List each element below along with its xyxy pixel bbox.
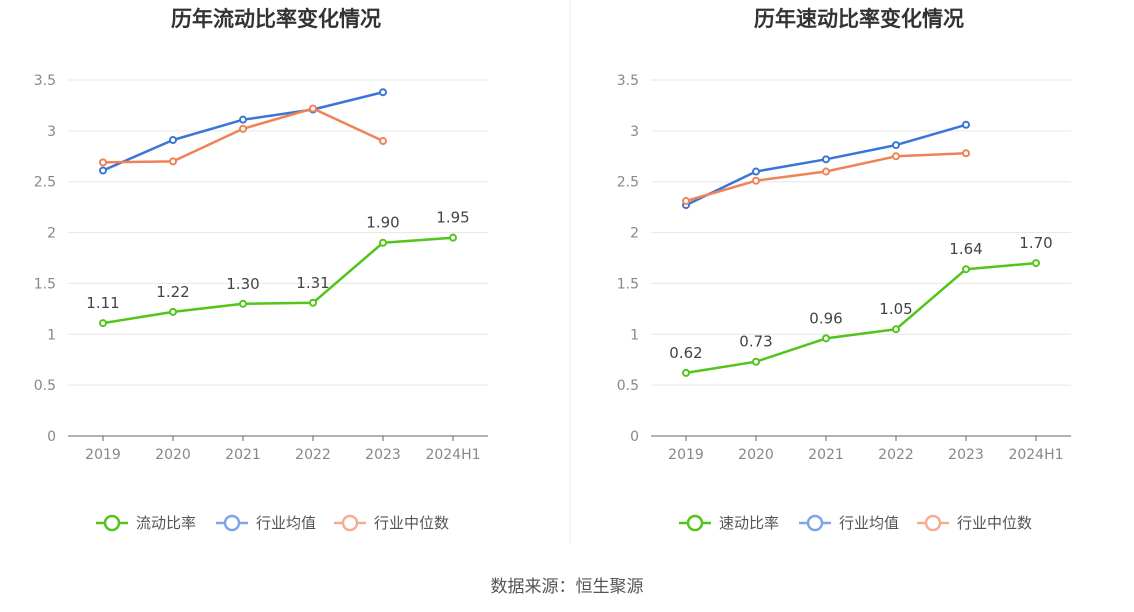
chart-title: 历年流动比率变化情况 (171, 7, 381, 31)
chart-panel-1: 历年流动比率变化情况 0 0.5 1 1.5 2 2.5 3 3.5 2019 2020 2021 20… (34, 7, 488, 532)
y-tick-label: 1.5 (34, 276, 56, 292)
data-point (892, 325, 900, 334)
y-tick-label: 1 (47, 327, 56, 343)
data-point (449, 233, 457, 242)
y-tick-label: 2 (47, 226, 56, 242)
y-tick-label: 0.5 (617, 378, 639, 394)
y-tick-label: 0 (630, 429, 639, 445)
y-tick-label: 3.5 (617, 73, 639, 89)
legend-label: 速动比率 (719, 514, 779, 532)
x-tick-label: 2019 (85, 447, 121, 463)
series-line (685, 261, 1037, 375)
y-tick-label: 0 (47, 429, 56, 445)
data-point (892, 141, 900, 150)
x-tick-label: 2021 (225, 447, 261, 463)
data-label: 0.62 (669, 344, 702, 362)
data-point (99, 158, 107, 167)
y-tick-label: 3.5 (34, 73, 56, 89)
data-point (379, 88, 387, 97)
data-point (822, 167, 830, 176)
legend-marker (341, 514, 359, 532)
x-tick-label: 2024H1 (425, 447, 480, 463)
data-label: 1.31 (296, 274, 329, 292)
x-tick-label: 2023 (365, 447, 401, 463)
x-tick-label: 2020 (155, 447, 191, 463)
x-tick-label: 2022 (878, 447, 914, 463)
data-point (169, 307, 177, 316)
data-point (962, 149, 970, 158)
data-point (892, 152, 900, 161)
data-point (309, 298, 317, 307)
legend-item[interactable]: 行业中位数 (917, 514, 1032, 532)
legend-item[interactable]: 流动比率 (96, 514, 196, 532)
chart-panel-2: 历年速动比率变化情况 0 0.5 1 1.5 2 2.5 3 3.5 2019 2020 2021 20… (617, 7, 1071, 532)
y-tick-label: 2.5 (617, 175, 639, 191)
data-label: 0.73 (739, 333, 772, 351)
legend-label: 行业中位数 (957, 514, 1032, 532)
legend-item[interactable]: 速动比率 (679, 514, 779, 532)
data-point (99, 166, 107, 175)
legend-label: 行业均值 (839, 514, 899, 532)
data-point (962, 120, 970, 129)
x-tick-label: 2024H1 (1008, 447, 1063, 463)
y-tick-label: 2 (630, 226, 639, 242)
data-point (752, 357, 760, 366)
data-label: 1.05 (879, 300, 912, 318)
data-point (99, 319, 107, 328)
data-point (752, 176, 760, 185)
data-label: 1.90 (366, 214, 399, 232)
data-point (822, 155, 830, 164)
legend-marker (806, 514, 824, 532)
y-tick-label: 1.5 (617, 276, 639, 292)
series-line (685, 123, 967, 207)
legend-marker (223, 514, 241, 532)
legend-marker (924, 514, 942, 532)
data-source: 数据来源：恒生聚源 (490, 577, 644, 597)
data-point (169, 157, 177, 166)
legend-marker (686, 514, 704, 532)
y-tick-label: 3 (630, 124, 639, 140)
y-tick-label: 0.5 (34, 378, 56, 394)
x-tick-label: 2021 (808, 447, 844, 463)
data-label: 1.30 (226, 275, 259, 293)
data-point (379, 238, 387, 247)
data-label: 1.64 (949, 240, 982, 258)
x-tick-label: 2023 (948, 447, 984, 463)
data-point (309, 104, 317, 113)
legend-marker (103, 514, 121, 532)
y-tick-label: 2.5 (34, 175, 56, 191)
data-label: 0.96 (809, 309, 842, 327)
data-point (239, 299, 247, 308)
data-point (822, 334, 830, 343)
data-point (1032, 259, 1040, 268)
x-tick-label: 2020 (738, 447, 774, 463)
data-point (682, 197, 690, 206)
legend-label: 行业中位数 (374, 514, 449, 532)
data-point (752, 167, 760, 176)
data-label: 1.11 (86, 294, 119, 312)
legend-item[interactable]: 行业中位数 (334, 514, 449, 532)
data-point (169, 136, 177, 145)
data-point (239, 124, 247, 133)
data-point (239, 115, 247, 124)
series-line (102, 236, 454, 325)
y-tick-label: 3 (47, 124, 56, 140)
legend-label: 流动比率 (136, 514, 196, 532)
legend-label: 行业均值 (256, 514, 316, 532)
legend-item[interactable]: 行业均值 (799, 514, 899, 532)
data-label: 1.70 (1019, 234, 1052, 252)
data-label: 1.95 (436, 209, 469, 227)
data-point (682, 368, 690, 377)
x-tick-label: 2019 (668, 447, 704, 463)
y-tick-label: 1 (630, 327, 639, 343)
legend-item[interactable]: 行业均值 (216, 514, 316, 532)
data-label: 1.22 (156, 283, 189, 301)
data-point (962, 265, 970, 274)
data-point (379, 137, 387, 146)
chart-title: 历年速动比率变化情况 (754, 7, 964, 31)
x-tick-label: 2022 (295, 447, 331, 463)
